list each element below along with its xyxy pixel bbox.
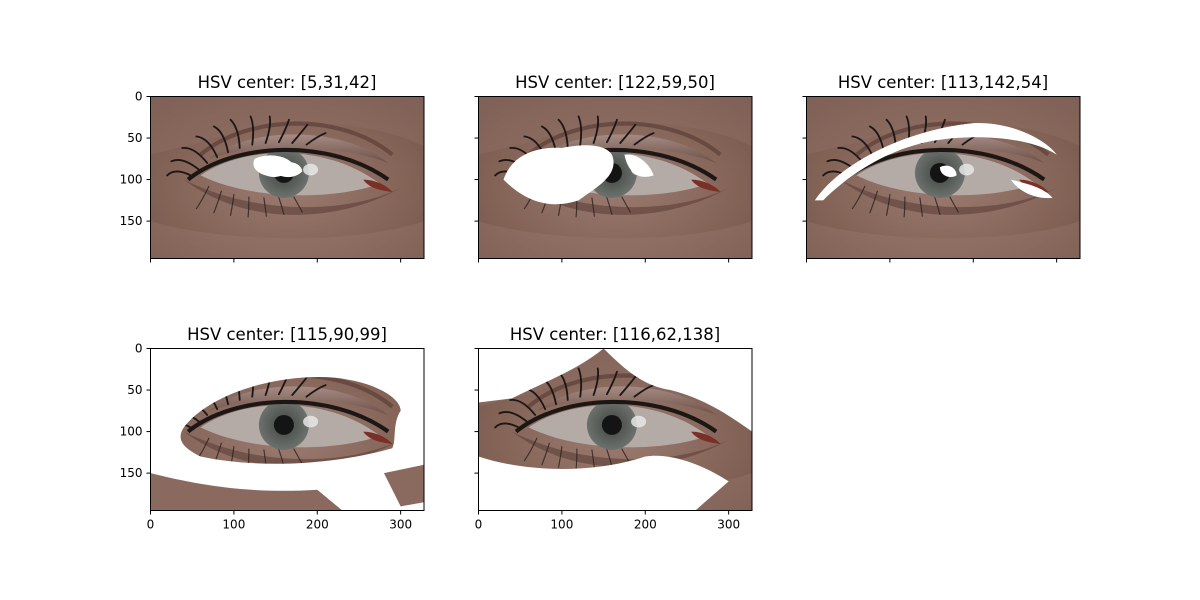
axes-frame — [478, 348, 753, 511]
x-tick-label: 100 — [550, 518, 573, 532]
axes-frame — [478, 96, 753, 259]
mask-region — [478, 455, 729, 511]
image-content — [479, 97, 753, 259]
mask-region — [503, 145, 614, 205]
subplot-title: HSV center: [122,59,50] — [515, 73, 715, 92]
subplot-1: HSV center: [5,31,42] 0 50 100 150 — [120, 73, 425, 263]
subplot-title: HSV center: [5,31,42] — [198, 73, 377, 92]
subplot-2: HSV center: [122,59,50] — [474, 73, 753, 263]
x-tick-label: 0 — [475, 518, 483, 532]
x-tick-label: 0 — [147, 518, 155, 532]
subplot-title: HSV center: [113,142,54] — [838, 73, 1048, 92]
mask-fragment — [150, 464, 425, 511]
image-content — [151, 97, 425, 259]
x-tick-label: 200 — [634, 518, 657, 532]
mask-region — [1010, 179, 1053, 199]
x-tick-label: 300 — [389, 518, 412, 532]
y-tick-label: 50 — [127, 131, 142, 145]
mask-region — [275, 161, 303, 178]
x-tick-label: 100 — [222, 518, 245, 532]
mask-region — [603, 348, 753, 432]
mask-region — [814, 122, 1057, 201]
y-tick-label: 0 — [135, 90, 143, 104]
x-tick-label: 200 — [306, 518, 329, 532]
axes-frame — [806, 96, 1081, 259]
mask-region — [150, 348, 425, 511]
mask-region — [478, 348, 604, 403]
subplot-title: HSV center: [116,62,138] — [510, 325, 720, 344]
mask-region — [939, 165, 957, 178]
mask-region — [624, 154, 654, 177]
image-content — [478, 348, 753, 511]
y-tick-label: 150 — [120, 214, 143, 228]
y-tick-label: 100 — [120, 425, 143, 439]
image-content — [807, 97, 1081, 259]
subplot-5: HSV center: [116,62,138] 0 100 200 300 — [474, 325, 753, 532]
y-tick-label: 50 — [127, 383, 142, 397]
x-tick-label: 300 — [717, 518, 740, 532]
subplot-4: HSV center: [115,90,99] 0 100 200 300 0 50 100… — [120, 325, 425, 532]
eye-photo — [151, 97, 425, 259]
y-tick-label: 0 — [135, 342, 143, 356]
y-tick-label: 100 — [120, 173, 143, 187]
y-tick-label: 150 — [120, 466, 143, 480]
subplot-3: HSV center: [113,142,54] — [802, 73, 1081, 263]
subplot-title: HSV center: [115,90,99] — [187, 325, 387, 344]
axes-frame — [150, 348, 425, 511]
axes-frame — [150, 96, 425, 259]
image-content — [150, 348, 425, 511]
